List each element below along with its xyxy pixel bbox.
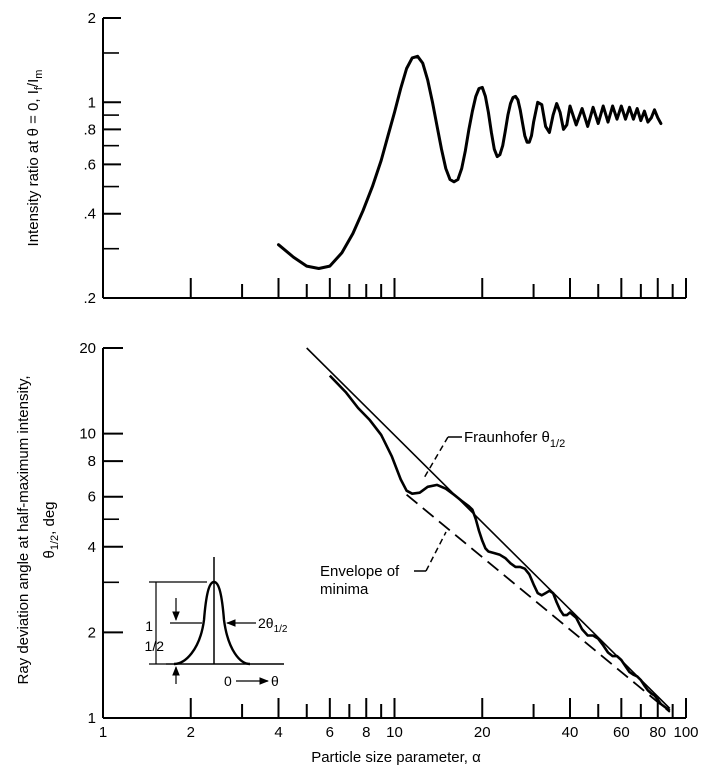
top-y-tick-label: .6 xyxy=(83,156,96,173)
inset-label-1: 1 xyxy=(145,618,153,634)
bottom-x-tick-label: 10 xyxy=(386,724,403,741)
top-ylabel-sub1: f xyxy=(33,86,45,90)
measured-curve xyxy=(328,374,671,712)
bottom-y-ticks: 20 10 8 6 4 2 1 xyxy=(79,340,123,727)
envelope-leader-dash xyxy=(425,531,447,572)
fraunhofer-label-sub: 1/2 xyxy=(550,438,565,450)
fraunhofer-label-main: Fraunhofer θ xyxy=(464,429,550,446)
inset-label-2theta-sub: 1/2 xyxy=(274,624,288,635)
top-x-ticks xyxy=(189,278,687,298)
bottom-ylabel-theta-sub: 1/2 xyxy=(49,535,61,550)
x-axis-label: Particle size parameter, α xyxy=(311,749,481,766)
fraunhofer-line xyxy=(306,347,671,710)
top-panel: 2 1 .8 .6 .4 .2 Intensity ratio at θ = 0, If/… xyxy=(25,10,687,307)
bottom-x-tick-label: 1 xyxy=(99,724,107,741)
inset-diagram: 1 1/2 2θ1/2 0 θ xyxy=(145,557,288,689)
bottom-y-tick-label: 20 xyxy=(79,340,96,357)
bottom-x-tick-label: 40 xyxy=(562,724,579,741)
bottom-x-tick-label: 80 xyxy=(649,724,666,741)
top-intensity-curve xyxy=(277,54,663,270)
bottom-x-tick-label: 100 xyxy=(673,724,698,741)
top-y-tick-label: .2 xyxy=(83,290,96,307)
bottom-y-axis-label-line2: θ1/2, deg xyxy=(41,501,61,558)
top-y-axis-label: Intensity ratio at θ = 0, If/Im xyxy=(25,70,45,247)
envelope-annotation: Envelope of minima xyxy=(320,531,447,598)
inset-label-2theta-main: 2θ xyxy=(258,615,274,631)
inset-label-0: 0 xyxy=(224,673,232,689)
envelope-label-line1: Envelope of xyxy=(320,563,400,580)
bottom-x-tick-label: 6 xyxy=(326,724,334,741)
inset-label-theta: θ xyxy=(271,673,279,689)
bottom-y-tick-label: 10 xyxy=(79,426,96,443)
top-y-tick-label: .8 xyxy=(83,121,96,138)
top-y-tick-label: .4 xyxy=(83,206,96,223)
envelope-of-minima-line xyxy=(406,494,671,713)
bottom-y-tick-label: 1 xyxy=(88,710,96,727)
top-ylabel-main: Intensity ratio at θ = 0, I xyxy=(25,90,42,246)
fraunhofer-annotation: Fraunhofer θ1/2 xyxy=(423,429,565,479)
bottom-y-tick-label: 2 xyxy=(88,624,96,641)
top-ylabel-sub2: m xyxy=(33,70,45,79)
top-y-ticks: 2 1 .8 .6 .4 .2 xyxy=(83,10,121,307)
bottom-x-tick-label: 60 xyxy=(613,724,630,741)
fraunhofer-label: Fraunhofer θ1/2 xyxy=(464,429,565,450)
bottom-x-tick-label: 2 xyxy=(187,724,195,741)
top-y-tick-label: 2 xyxy=(88,10,96,27)
bottom-x-tick-label: 4 xyxy=(274,724,282,741)
bottom-y-axis-label-line1: Ray deviation angle at half-maximum inte… xyxy=(15,375,32,684)
inset-label-half: 1/2 xyxy=(145,638,165,654)
bottom-ylabel-unit: , deg xyxy=(41,501,58,534)
top-ylabel-mid: /I xyxy=(25,79,42,87)
bottom-x-ticks: 1 2 4 6 8 10 20 40 60 80 100 xyxy=(99,698,699,741)
envelope-label-line2: minima xyxy=(320,581,369,598)
top-y-tick-label: 1 xyxy=(88,94,96,111)
bottom-y-tick-label: 6 xyxy=(88,489,96,506)
bottom-y-tick-label: 4 xyxy=(88,539,96,556)
bottom-y-tick-label: 8 xyxy=(88,453,96,470)
bottom-ylabel-theta: θ xyxy=(41,550,58,558)
bottom-x-tick-label: 8 xyxy=(362,724,370,741)
inset-label-2theta: 2θ1/2 xyxy=(258,615,288,635)
inset-peak-curve xyxy=(173,580,251,666)
fraunhofer-leader-dash xyxy=(423,436,449,479)
bottom-x-tick-label: 20 xyxy=(474,724,491,741)
